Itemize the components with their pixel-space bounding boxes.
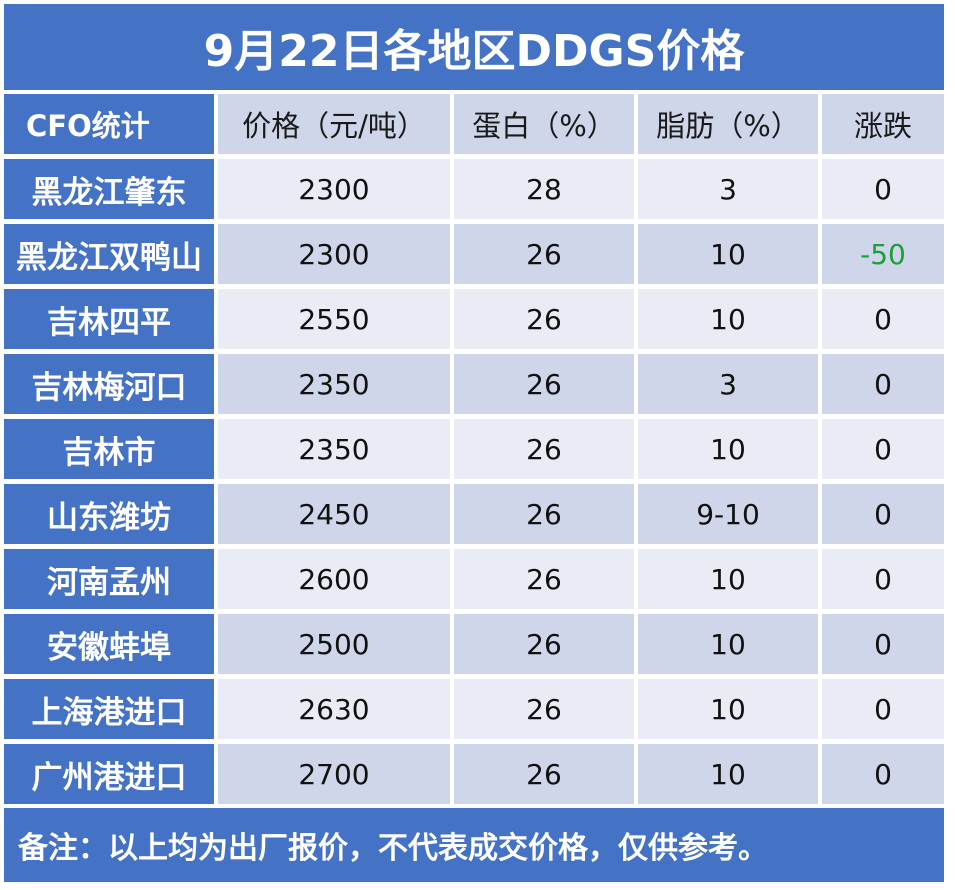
footnote: 备注：以上均为出厂报价，不代表成交价格，仅供参考。 [4,808,944,882]
price-cell: 2550 [218,289,450,349]
region-cell: 吉林四平 [4,289,214,349]
fat-cell: 10 [638,224,818,284]
fat-cell: 9-10 [638,484,818,544]
protein-cell: 26 [454,419,634,479]
header-cfo: CFO统计 [4,94,214,154]
change-cell: 0 [822,159,944,219]
change-cell: 0 [822,549,944,609]
change-cell: 0 [822,744,944,804]
price-cell: 2600 [218,549,450,609]
protein-cell: 26 [454,549,634,609]
table-row: 吉林市 2350 26 10 0 [4,419,944,479]
table-row: 上海港进口 2630 26 10 0 [4,679,944,739]
header-protein: 蛋白（%） [454,94,634,154]
header-change: 涨跌 [822,94,944,154]
region-cell: 黑龙江肇东 [4,159,214,219]
table-row: 河南孟州 2600 26 10 0 [4,549,944,609]
fat-cell: 10 [638,289,818,349]
fat-cell: 10 [638,614,818,674]
table-title: 9月22日各地区DDGS价格 [4,4,944,90]
fat-cell: 10 [638,744,818,804]
change-cell: 0 [822,484,944,544]
protein-cell: 26 [454,484,634,544]
price-cell: 2630 [218,679,450,739]
price-cell: 2500 [218,614,450,674]
protein-cell: 26 [454,354,634,414]
fat-cell: 10 [638,419,818,479]
protein-cell: 28 [454,159,634,219]
fat-cell: 3 [638,159,818,219]
price-cell: 2450 [218,484,450,544]
price-cell: 2350 [218,354,450,414]
fat-cell: 10 [638,549,818,609]
change-cell: 0 [822,419,944,479]
price-cell: 2300 [218,224,450,284]
protein-cell: 26 [454,614,634,674]
region-cell: 安徽蚌埠 [4,614,214,674]
change-cell: -50 [822,224,944,284]
protein-cell: 26 [454,224,634,284]
table-row: 山东潍坊 2450 26 9-10 0 [4,484,944,544]
region-cell: 山东潍坊 [4,484,214,544]
table-row: 安徽蚌埠 2500 26 10 0 [4,614,944,674]
change-cell: 0 [822,354,944,414]
region-cell: 吉林市 [4,419,214,479]
header-fat: 脂肪（%） [638,94,818,154]
price-cell: 2350 [218,419,450,479]
fat-cell: 3 [638,354,818,414]
change-cell: 0 [822,679,944,739]
region-cell: 河南孟州 [4,549,214,609]
table-row: 黑龙江肇东 2300 28 3 0 [4,159,944,219]
change-cell: 0 [822,289,944,349]
protein-cell: 26 [454,744,634,804]
protein-cell: 26 [454,289,634,349]
protein-cell: 26 [454,679,634,739]
region-cell: 黑龙江双鸭山 [4,224,214,284]
change-cell: 0 [822,614,944,674]
region-cell: 广州港进口 [4,744,214,804]
table-row: 吉林梅河口 2350 26 3 0 [4,354,944,414]
price-cell: 2700 [218,744,450,804]
table-row: 黑龙江双鸭山 2300 26 10 -50 [4,224,944,284]
header-price: 价格（元/吨） [218,94,450,154]
table-row: 吉林四平 2550 26 10 0 [4,289,944,349]
region-cell: 上海港进口 [4,679,214,739]
fat-cell: 10 [638,679,818,739]
table-row: 广州港进口 2700 26 10 0 [4,744,944,804]
region-cell: 吉林梅河口 [4,354,214,414]
price-cell: 2300 [218,159,450,219]
